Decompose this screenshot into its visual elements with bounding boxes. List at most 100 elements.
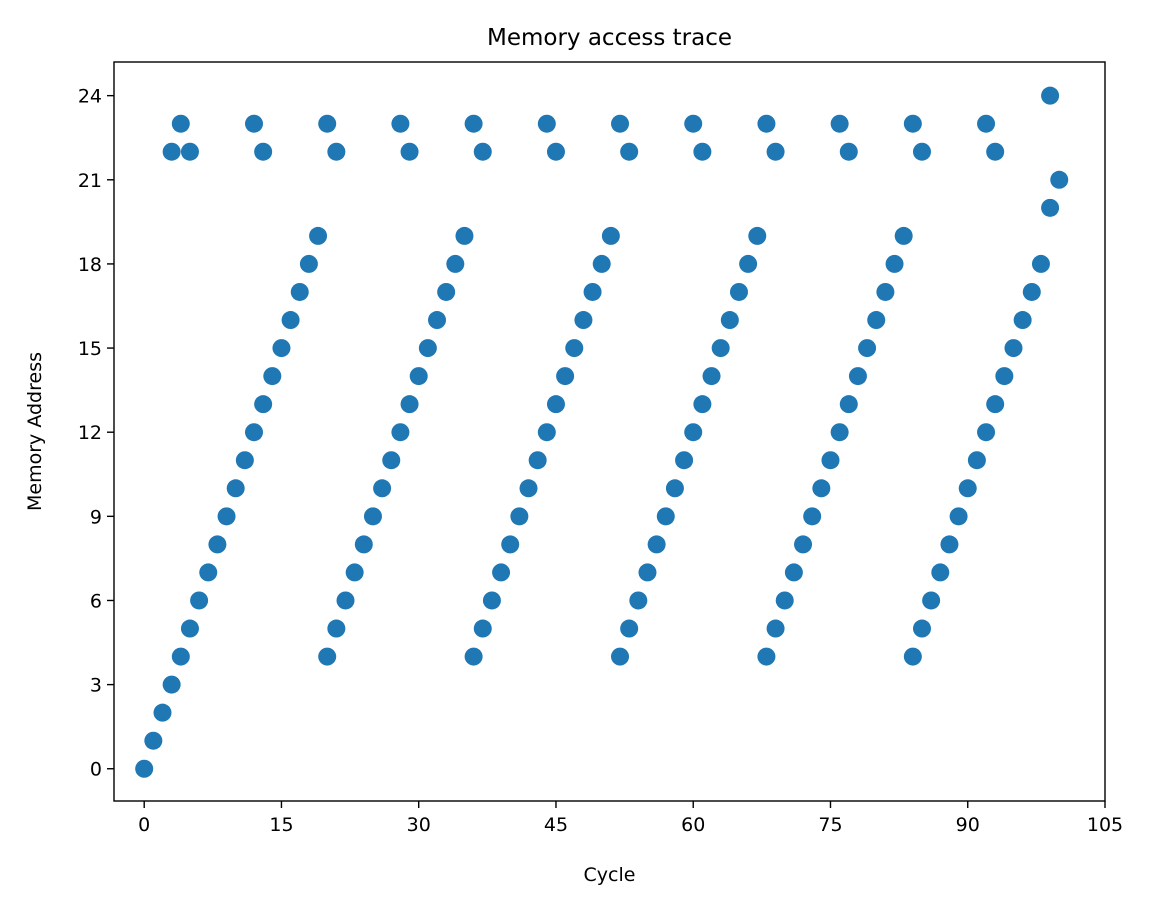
data-point — [912, 142, 931, 161]
data-point — [912, 619, 931, 638]
data-point — [720, 311, 739, 330]
data-point — [967, 451, 986, 470]
data-point — [144, 731, 163, 750]
data-point — [876, 282, 895, 301]
data-point — [272, 339, 291, 358]
data-point — [510, 507, 529, 526]
data-point — [867, 311, 886, 330]
data-point — [190, 591, 209, 610]
data-point — [528, 451, 547, 470]
data-point — [903, 114, 922, 133]
axes: 0 15 30 45 60 75 90 105 0 3 6 9 12 15 18 21 24 — [78, 86, 1123, 836]
data-point — [1031, 254, 1050, 273]
data-point — [327, 619, 346, 638]
data-point — [638, 563, 657, 582]
data-point — [693, 395, 712, 414]
data-point — [766, 142, 785, 161]
data-point — [757, 647, 776, 666]
data-point — [1022, 282, 1041, 301]
data-point — [977, 423, 996, 442]
data-point — [830, 114, 849, 133]
data-point — [675, 451, 694, 470]
data-point — [620, 619, 639, 638]
data-point — [775, 591, 794, 610]
data-point — [977, 114, 996, 133]
data-point — [940, 535, 959, 554]
data-point — [373, 479, 392, 498]
data-point — [428, 311, 447, 330]
data-point — [574, 311, 593, 330]
plot-frame — [113, 61, 1106, 802]
data-point — [492, 563, 511, 582]
y-tick-label: 6 — [90, 590, 102, 612]
data-point — [1050, 170, 1069, 189]
data-point — [1041, 198, 1060, 217]
data-point — [519, 479, 538, 498]
data-point — [473, 619, 492, 638]
y-tick-label: 18 — [78, 254, 102, 276]
data-point — [473, 142, 492, 161]
x-tick-label: 60 — [681, 814, 705, 836]
chart-title: Memory access trace — [487, 25, 732, 51]
data-point — [922, 591, 941, 610]
data-point — [693, 142, 712, 161]
data-point — [245, 114, 264, 133]
y-tick-label: 9 — [90, 506, 102, 528]
data-point — [345, 563, 364, 582]
data-point — [464, 647, 483, 666]
data-point — [455, 226, 474, 245]
data-points — [135, 86, 1069, 778]
data-point — [482, 591, 501, 610]
data-point — [281, 311, 300, 330]
data-point — [702, 367, 721, 386]
data-point — [254, 395, 273, 414]
data-point — [318, 647, 337, 666]
data-point — [757, 114, 776, 133]
data-point — [611, 114, 630, 133]
data-point — [812, 479, 831, 498]
data-point — [464, 114, 483, 133]
data-point — [995, 367, 1014, 386]
data-point — [546, 142, 565, 161]
data-point — [363, 507, 382, 526]
data-point — [986, 395, 1005, 414]
data-point — [226, 479, 245, 498]
data-point — [592, 254, 611, 273]
data-point — [1013, 311, 1032, 330]
x-tick-label: 45 — [544, 814, 568, 836]
data-point — [949, 507, 968, 526]
y-tick-label: 21 — [78, 170, 102, 192]
data-point — [611, 647, 630, 666]
y-tick-label: 0 — [90, 759, 102, 781]
data-point — [748, 226, 767, 245]
data-point — [821, 451, 840, 470]
data-point — [309, 226, 328, 245]
data-point — [501, 535, 520, 554]
data-point — [245, 423, 264, 442]
data-point — [354, 535, 373, 554]
data-point — [199, 563, 218, 582]
data-point — [180, 142, 199, 161]
x-tick-label: 30 — [407, 814, 431, 836]
data-point — [217, 507, 236, 526]
data-point — [171, 114, 190, 133]
x-tick-label: 105 — [1087, 814, 1123, 836]
data-point — [391, 423, 410, 442]
data-point — [794, 535, 813, 554]
data-point — [684, 423, 703, 442]
x-tick-label: 75 — [818, 814, 842, 836]
data-point — [162, 675, 181, 694]
x-tick-label: 90 — [956, 814, 980, 836]
data-point — [162, 142, 181, 161]
data-point — [537, 423, 556, 442]
y-tick-label: 24 — [78, 86, 102, 108]
data-point — [565, 339, 584, 358]
data-point — [1004, 339, 1023, 358]
data-point — [629, 591, 648, 610]
data-point — [766, 619, 785, 638]
data-point — [647, 535, 666, 554]
data-point — [583, 282, 602, 301]
data-point — [400, 395, 419, 414]
data-point — [784, 563, 803, 582]
